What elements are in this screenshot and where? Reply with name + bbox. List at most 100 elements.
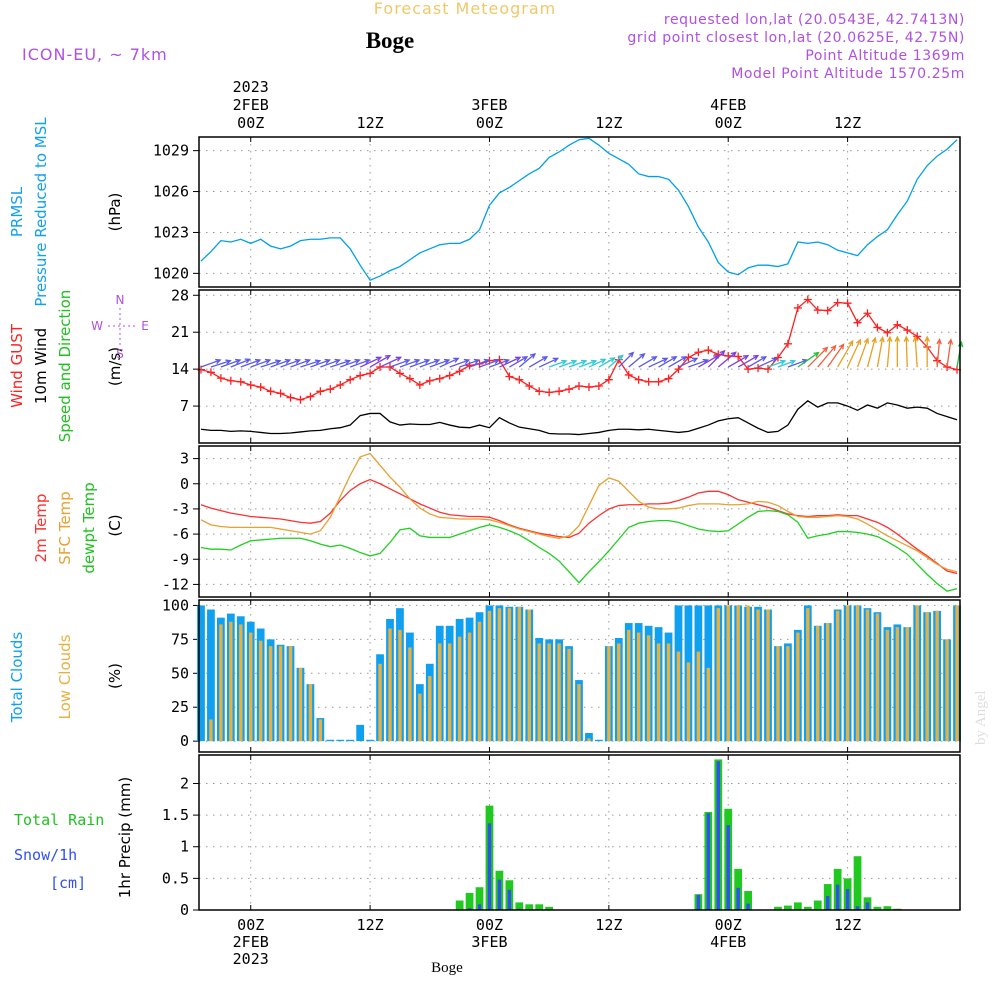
bar-total-clouds [366,739,374,742]
y-axis-label: (%) [106,663,124,689]
bar-total-rain [455,900,464,910]
bar-low-clouds [627,629,631,742]
gust-point [286,393,295,402]
wind-vector-head [771,357,778,363]
bar-low-clouds [945,639,949,742]
bar-total-clouds [585,733,593,742]
wind-vector-head [719,349,726,356]
time-label-bottom-0-1: 2FEB [233,933,269,951]
bar-low-clouds [378,663,382,742]
gust-point [395,369,404,378]
location-title: Boge [366,28,415,53]
bar-low-clouds [676,651,681,742]
y-tick-label: 0 [180,901,189,919]
time-label-top-3-0: 12Z [595,114,622,132]
wind-vector-head [600,358,607,364]
wind-vector [688,359,708,368]
wind-vector [578,360,597,368]
bar-low-clouds [875,613,880,742]
bar-low-clouds [686,662,691,742]
bar-total-rain [475,887,484,910]
bar-snow [467,908,472,910]
series-2m-temp [200,478,958,575]
gust-point [754,364,763,373]
series-sfc-temp [200,452,958,573]
model-altitude: Model Point Altitude 1570.25m [731,66,965,82]
wind-vector-head [848,339,854,347]
wind-vector-head [493,358,501,365]
time-label-top-0-1: 2FEB [233,96,269,114]
legend-snow-unit: [cm] [50,874,86,892]
wind-vector-head [254,358,262,365]
gust-point [385,363,394,372]
bar-low-clouds [577,684,581,742]
panel-frame [198,136,961,288]
wind-vector-head [903,335,910,342]
wind-vector [698,355,719,368]
bar-total-rain [803,906,812,910]
temp-dewpt-label: dewpt Temp [80,482,98,573]
bar-low-clouds [756,609,760,742]
time-label-bottom-3-0: 12Z [595,916,622,934]
wind-vector [707,350,725,368]
wind-vector-head [215,358,222,365]
bar-low-clouds [388,628,392,742]
bar-low-clouds [915,605,919,742]
wind-vector-head [275,359,282,365]
gust-point [425,376,434,385]
bar-snow [825,896,830,910]
temp-2m-label: 2m Temp [32,494,50,563]
bar-low-clouds [845,605,850,742]
bar-total-clouds [207,609,215,742]
wind-vector-head [404,358,411,365]
wind-vector-head [651,356,658,362]
watermark: by Angel [973,690,989,745]
wind-vector [330,360,350,368]
point-altitude: Point Altitude 1369m [805,48,965,64]
y-tick-label: 0 [180,732,189,750]
gust-point [226,376,235,385]
bar-low-clouds [507,608,512,742]
wind-vector [230,358,250,368]
wind-vector-head [855,338,861,345]
wind-vector-head [294,358,302,365]
bar-low-clouds [398,629,402,742]
gust-point [316,387,325,396]
bar-low-clouds [617,643,621,742]
gust-point [654,377,663,386]
y-tick-label: 1020 [153,264,189,282]
wind-vector [270,359,291,368]
wind-vector-head [473,358,481,365]
wind-vector [668,356,687,368]
compass-n: N [116,293,125,307]
bar-low-clouds [517,606,522,742]
wind-vector-head [443,358,451,365]
bar-low-clouds [467,632,472,742]
wind-vector [628,353,645,368]
bar-low-clouds [835,610,840,742]
wind-vector-head [463,358,471,365]
bar-low-clouds [239,624,243,742]
wind-vector [489,359,509,368]
bar-low-clouds [258,640,263,742]
gust-point [883,328,892,337]
time-label-bottom-2-0: 00Z [476,916,503,934]
bar-low-clouds [268,646,273,742]
wind-vector [807,347,828,368]
wind-vector [399,359,420,368]
bar-low-clouds [706,667,711,742]
bar-low-clouds [527,609,531,742]
y-tick-label: -9 [171,550,189,568]
gust-point [734,352,743,361]
grid-point-coords: grid point closest lon,lat (20.0625E, 42… [627,30,965,46]
panel-clouds: 0 25 50 75 100 (%) Total Clouds Low Clouds [8,596,961,753]
bar-snow [716,761,720,910]
bar-low-clouds [726,605,730,742]
gust-point [266,387,275,396]
wind-vector [837,340,854,368]
wind-vector [518,353,536,368]
gust-point [515,375,524,384]
y-axis-label: (m/s) [106,347,124,386]
gust-point [306,392,315,401]
